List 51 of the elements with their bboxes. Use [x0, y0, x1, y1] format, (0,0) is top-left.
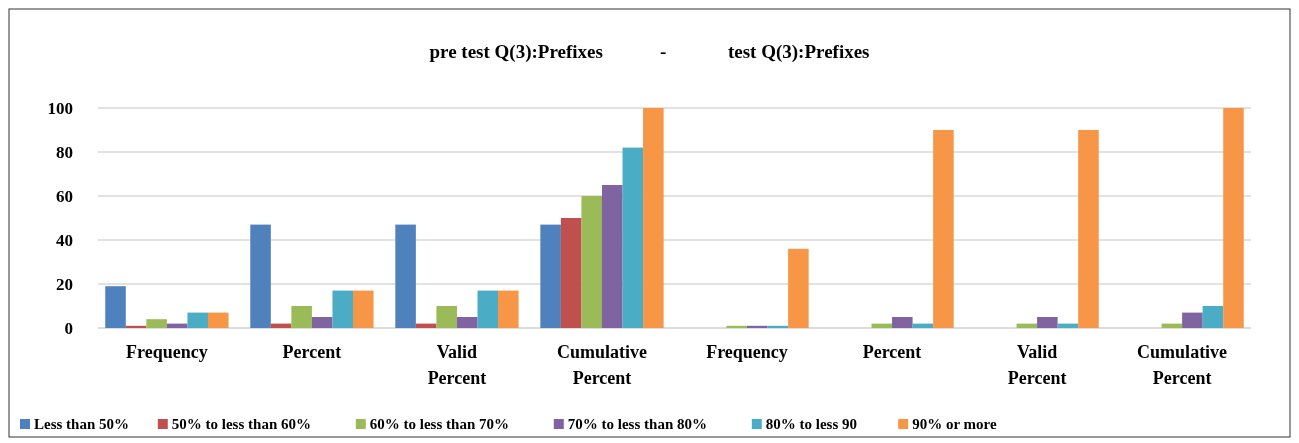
bar — [1202, 306, 1224, 328]
bar — [747, 325, 768, 328]
bar — [622, 147, 644, 328]
legend-label: Less than 50% — [34, 416, 130, 432]
bar — [332, 290, 354, 328]
bar — [105, 286, 126, 328]
x-tick-label: Cumulative Percent — [1137, 342, 1228, 388]
bar — [1223, 108, 1244, 328]
bar — [498, 290, 519, 328]
bar — [581, 196, 602, 328]
x-tick-label: Valid Percent — [427, 342, 487, 388]
x-tick-label: Frequency — [706, 342, 788, 362]
bar — [788, 248, 809, 328]
x-tick-label: Valid Percent — [1007, 342, 1067, 388]
bar — [477, 290, 499, 328]
y-tick-label: 40 — [56, 230, 73, 250]
bar — [933, 130, 954, 328]
y-tick-label: 80 — [56, 142, 73, 162]
bar — [601, 185, 623, 328]
legend-label: 80% to less 90 — [765, 416, 858, 432]
bar — [146, 319, 167, 328]
x-tick-label: Percent — [282, 342, 342, 362]
bar — [353, 290, 374, 328]
bar — [456, 317, 478, 328]
bar — [1182, 312, 1203, 328]
bar — [250, 224, 271, 328]
bar — [1037, 317, 1058, 328]
y-tick-label: 100 — [47, 98, 73, 118]
y-tick-label: 60 — [56, 186, 73, 206]
bar — [1078, 130, 1099, 328]
bar — [395, 224, 416, 328]
legend-label: 60% to less than 70% — [369, 416, 509, 432]
x-tick-label: Percent — [862, 342, 922, 362]
bar — [540, 224, 561, 328]
bar — [892, 317, 913, 328]
bar — [643, 108, 664, 328]
legend-label: 90% or more — [912, 416, 997, 432]
x-tick-label: Frequency — [126, 342, 208, 362]
bar — [207, 312, 229, 328]
bar — [311, 317, 333, 328]
x-tick-label: Cumulative Percent — [556, 342, 647, 388]
bar — [291, 306, 312, 328]
y-tick-label: 20 — [56, 274, 73, 294]
bar — [726, 325, 748, 328]
bar — [187, 312, 208, 328]
chart-title: pre test Q(3):Prefixes - test Q(3):Prefixes — [429, 41, 870, 63]
bar — [436, 306, 457, 328]
legend-label: 70% to less than 80% — [567, 416, 707, 432]
bar — [560, 218, 582, 328]
y-tick-label: 0 — [64, 318, 73, 338]
legend-label: 50% to less than 60% — [171, 416, 311, 432]
